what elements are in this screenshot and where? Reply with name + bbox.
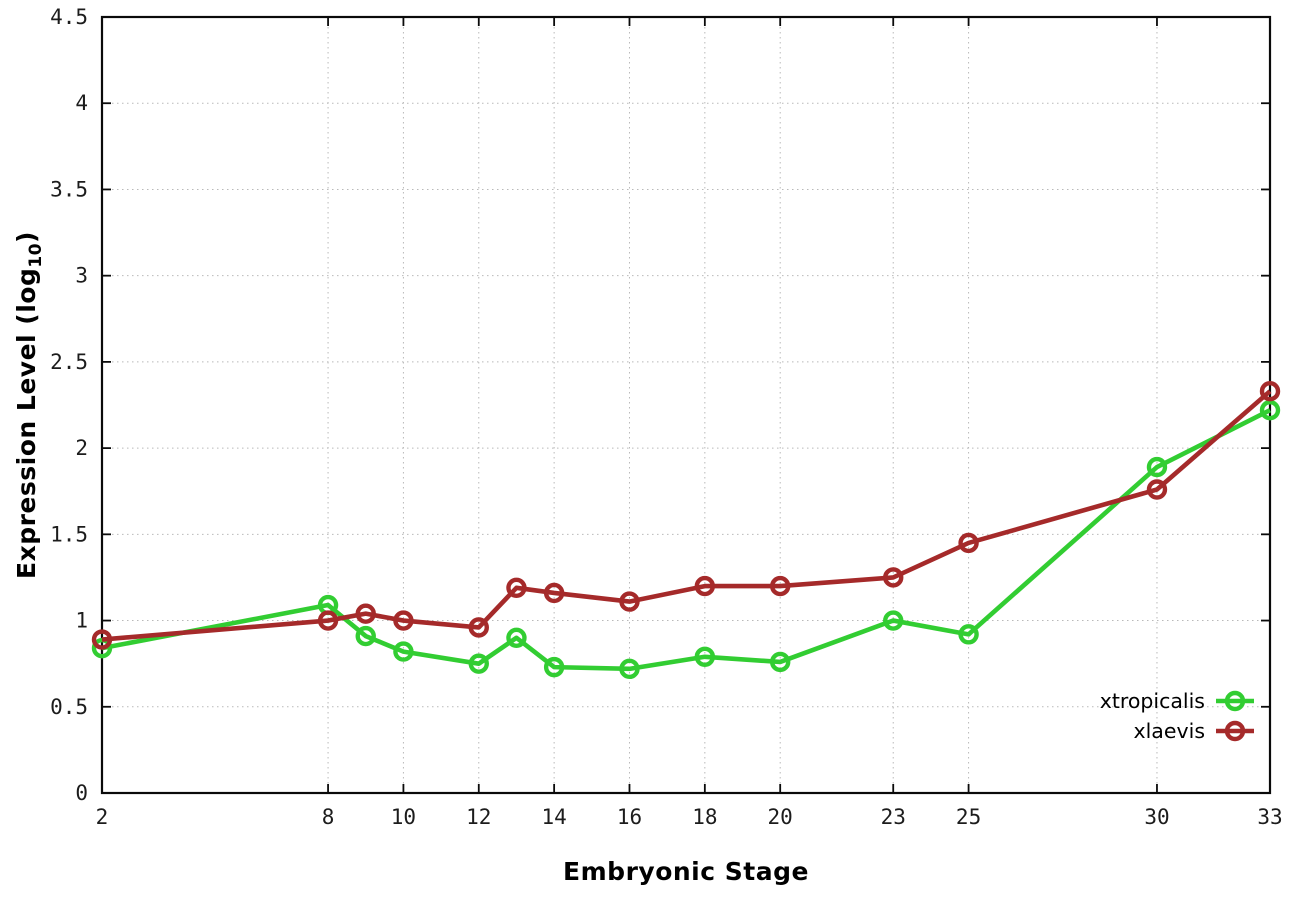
data-point	[958, 624, 979, 645]
data-point	[543, 582, 565, 604]
data-point	[468, 653, 489, 674]
legend-label: xlaevis	[1133, 718, 1205, 743]
data-point	[694, 646, 716, 667]
legend-item-xlaevis: xlaevis	[1133, 716, 1256, 746]
data-point	[543, 656, 565, 678]
legend-marker-sample	[1216, 720, 1254, 742]
data-point	[1146, 456, 1168, 478]
series-xlaevis	[91, 381, 1281, 650]
data-point	[91, 637, 113, 659]
plot-border	[100, 15, 1272, 795]
data-point	[1259, 381, 1281, 402]
data-point	[958, 532, 979, 554]
legend: xtropicalis xlaevis	[1100, 686, 1256, 746]
x-tick-label: 25	[956, 805, 981, 829]
y-tick-label: 2	[75, 436, 88, 460]
x-tick-label: 20	[768, 805, 793, 829]
x-tick-label: 23	[881, 805, 906, 829]
data-point	[1146, 479, 1168, 500]
x-axis-title: Embryonic Stage	[563, 857, 809, 886]
data-point	[468, 617, 489, 638]
data-point	[883, 567, 904, 588]
data-point	[317, 610, 339, 631]
data-point	[769, 575, 791, 597]
x-tick-label: 8	[322, 805, 335, 829]
x-tick-label: 30	[1144, 805, 1169, 829]
data-point	[506, 577, 527, 598]
y-tick-label: 4.5	[50, 5, 88, 29]
y-tick-label: 0	[75, 781, 88, 805]
series-line	[101, 389, 1272, 642]
data-point	[355, 603, 376, 624]
data-point	[393, 610, 414, 631]
data-point	[506, 627, 527, 648]
data-point	[619, 591, 640, 612]
x-tick-label: 18	[692, 805, 717, 829]
y-tick-label: 3	[75, 264, 88, 288]
legend-label: xtropicalis	[1099, 688, 1205, 713]
legend-marker-sample	[1216, 690, 1254, 712]
y-tick-label: 3.5	[50, 177, 88, 201]
y-tick-label: 2.5	[50, 350, 88, 374]
series-xtropicalis	[91, 399, 1281, 680]
legend-point-sample	[1224, 720, 1246, 742]
x-tick-label: 16	[617, 805, 642, 829]
data-point	[393, 641, 414, 662]
data-point	[769, 651, 791, 673]
data-point	[91, 629, 113, 650]
legend-item-xtropicalis: xtropicalis	[1100, 686, 1256, 716]
x-tick-label: 10	[391, 805, 416, 829]
y-axis-title-subscript: 10	[26, 242, 46, 268]
y-tick-label: 0.5	[50, 695, 88, 719]
data-point	[619, 658, 640, 680]
series-line	[101, 408, 1272, 672]
data-point	[694, 575, 716, 597]
y-tick-label: 1	[75, 609, 88, 633]
x-tick-label: 12	[466, 805, 491, 829]
data-point	[355, 625, 376, 647]
data-point	[1259, 399, 1281, 421]
y-tick-label: 1.5	[50, 522, 88, 546]
legend-point-sample	[1224, 690, 1246, 712]
y-axis-title: Expression Level (log10)	[12, 231, 46, 579]
x-tick-label: 33	[1257, 805, 1282, 829]
y-tick-label: 4	[75, 91, 88, 115]
data-point	[883, 610, 904, 631]
x-tick-label: 14	[541, 805, 566, 829]
y-axis-title-suffix: )	[12, 231, 41, 243]
x-tick-label: 2	[96, 805, 109, 829]
y-axis-title-text: Expression Level (log	[12, 267, 41, 579]
